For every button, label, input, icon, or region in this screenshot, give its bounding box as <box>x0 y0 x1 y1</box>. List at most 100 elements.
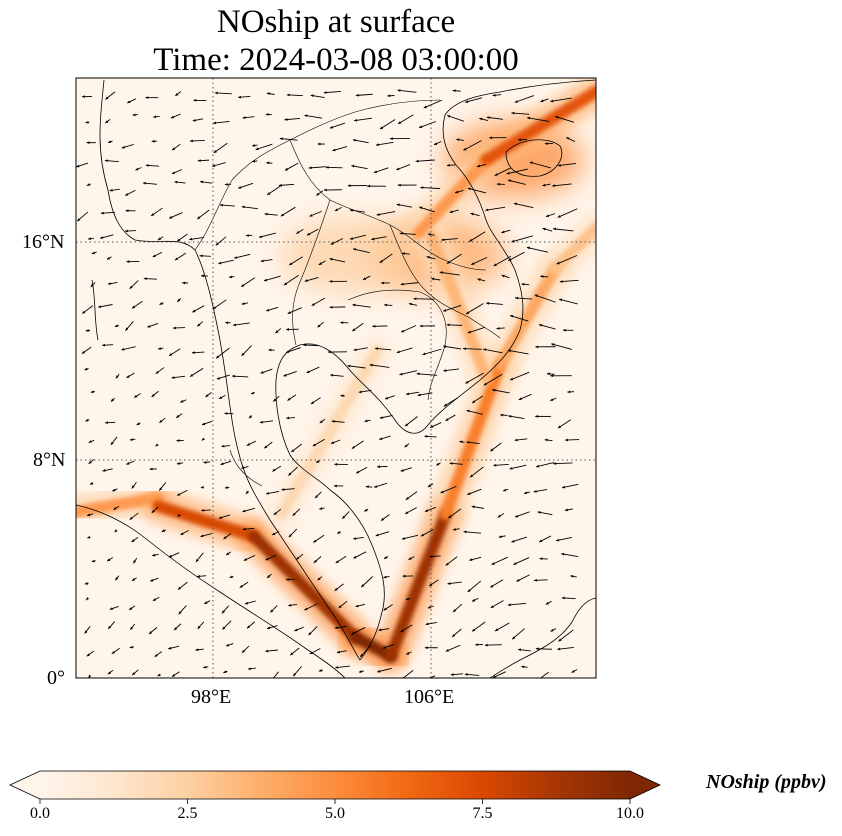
wind-arrow <box>452 527 460 531</box>
wind-arrow <box>168 645 180 650</box>
wind-arrow <box>176 439 184 442</box>
colorbar <box>9 770 661 804</box>
wind-arrow <box>379 435 391 440</box>
wind-arrow <box>485 206 506 212</box>
wind-arrow <box>561 552 579 557</box>
wind-arrow <box>477 278 486 282</box>
wind-arrow <box>112 488 118 492</box>
wind-arrow <box>358 670 364 673</box>
wind-arrow <box>192 305 205 313</box>
wind-arrow <box>109 188 120 192</box>
wind-arrow <box>507 602 527 607</box>
wind-arrow <box>535 415 551 418</box>
wind-arrow <box>454 190 464 194</box>
wind-arrow <box>280 206 296 217</box>
wind-arrow <box>317 142 325 146</box>
wind-arrow <box>131 481 137 489</box>
wind-arrow <box>192 118 204 122</box>
wind-arrow <box>86 183 91 187</box>
colorbar-tick-5: 5.0 <box>325 805 345 822</box>
wind-arrow <box>124 189 136 196</box>
wind-arrow <box>550 97 572 103</box>
wind-arrow <box>446 253 462 264</box>
wind-arrow <box>557 163 576 167</box>
wind-arrow <box>286 93 303 97</box>
wind-arrow <box>215 347 230 359</box>
wind-arrow <box>287 307 302 314</box>
wind-arrow <box>90 282 96 288</box>
wind-arrow <box>483 373 503 386</box>
wind-arrow <box>306 366 320 374</box>
wind-arrow <box>102 468 113 472</box>
wind-arrow <box>279 137 298 141</box>
wind-arrow <box>149 577 159 582</box>
wind-arrow <box>250 391 255 395</box>
wind-arrow <box>361 576 373 588</box>
wind-arrow <box>384 303 393 307</box>
wind-arrow <box>91 559 96 563</box>
wind-arrow <box>405 391 420 396</box>
wind-arrow <box>317 321 324 328</box>
shipping-lanes-layer <box>76 78 596 674</box>
wind-arrow <box>288 603 298 607</box>
wind-arrows-layer <box>76 89 580 678</box>
wind-arrow <box>260 259 273 263</box>
wind-arrow <box>258 232 276 239</box>
wind-arrow <box>479 117 489 122</box>
wind-arrow <box>224 412 234 415</box>
wind-arrow <box>200 533 212 538</box>
wind-arrow <box>171 375 186 379</box>
wind-arrow <box>174 180 186 184</box>
wind-arrow <box>316 190 324 196</box>
wind-arrow <box>456 138 464 142</box>
wind-arrow <box>191 351 205 354</box>
wind-arrow <box>318 669 324 672</box>
wind-arrow <box>330 238 344 245</box>
wind-arrow <box>329 257 346 263</box>
wind-arrow <box>329 280 348 283</box>
wind-arrow <box>449 462 463 465</box>
wind-arrow <box>471 597 479 602</box>
wind-arrow <box>86 141 96 145</box>
wind-arrow <box>383 575 390 579</box>
wind-arrow <box>145 164 160 167</box>
wind-arrow <box>433 141 442 146</box>
wind-arrow <box>464 673 480 676</box>
wind-arrow <box>484 643 502 647</box>
wind-arrow <box>452 89 461 93</box>
wind-arrow <box>555 116 575 123</box>
wind-arrow <box>158 482 167 491</box>
wind-arrow <box>107 140 113 144</box>
wind-arrow <box>542 227 553 232</box>
wind-arrow <box>490 442 502 452</box>
wind-arrow <box>349 234 367 240</box>
wind-arrow <box>100 211 116 215</box>
wind-arrow <box>245 234 253 237</box>
wind-arrow <box>445 556 458 566</box>
lat-tick-0: 0° <box>47 667 65 689</box>
wind-arrow <box>330 373 344 377</box>
wind-arrow <box>86 650 95 657</box>
colorbar-tick-0: 0.0 <box>30 805 50 822</box>
wind-arrow <box>340 321 349 325</box>
wind-arrow <box>539 671 549 678</box>
wind-arrow <box>546 372 555 376</box>
wind-arrow <box>232 322 250 327</box>
wind-arrow <box>463 530 482 534</box>
wind-arrow <box>373 482 388 488</box>
wind-arrow <box>175 413 183 419</box>
wind-arrow <box>540 98 549 103</box>
wind-arrow <box>285 578 295 581</box>
wind-arrow <box>124 229 136 233</box>
colorbar-tick-10: 10.0 <box>616 805 644 822</box>
wind-arrow <box>379 253 393 264</box>
wind-arrow <box>413 297 435 301</box>
wind-arrow <box>107 669 114 675</box>
wind-arrow <box>427 483 434 488</box>
wind-arrow <box>310 397 321 405</box>
wind-arrow <box>515 296 533 300</box>
wind-arrow <box>225 643 234 647</box>
shipping-lane-3 <box>349 631 397 663</box>
wind-arrow <box>335 665 350 669</box>
colorbar-tick-2.5: 2.5 <box>177 805 198 822</box>
